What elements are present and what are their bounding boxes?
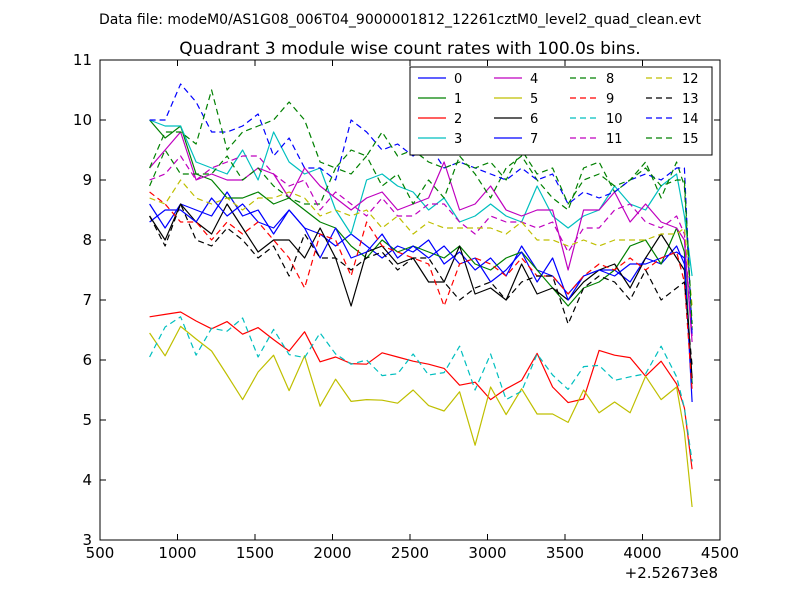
chart-title: Quadrant 3 module wise count rates with … [179,39,640,59]
y-tick-label: 7 [82,291,92,309]
legend-label-15: 15 [682,132,699,147]
x-tick-label: 2500 [391,544,429,562]
series-line-2 [149,311,693,470]
x-axis: 500 1000 1500 2000 2500 3000 3500 4000 4500 [86,60,739,562]
y-tick-label: 3 [82,531,92,549]
series-layer [149,83,693,508]
suptitle: Data file: modeM0/AS1G08_006T04_90000018… [99,12,701,28]
legend-label-14: 14 [682,112,699,127]
legend-box [409,66,713,156]
series-line-8 [149,149,693,331]
legend-label-10: 10 [606,112,623,127]
x-tick-label: 1500 [236,544,274,562]
x-tick-label: 1000 [158,544,196,562]
y-tick-label: 8 [82,231,92,249]
y-tick-label: 11 [73,51,92,69]
series-line-11 [149,155,693,337]
legend-label-11: 11 [606,132,623,147]
series-line-12 [149,179,693,307]
legend-label-5: 5 [530,92,538,107]
y-tick-label: 10 [73,111,92,129]
legend-label-7: 7 [530,132,538,147]
x-tick-label: 3000 [468,544,506,562]
legend-label-3: 3 [454,132,462,147]
legend-label-0: 0 [454,72,462,87]
legend-label-4: 4 [530,72,538,87]
x-offset-label: +2.52673e8 [625,564,718,582]
series-line-13 [149,203,693,367]
y-tick-label: 5 [82,411,92,429]
series-line-7 [149,197,693,403]
series-line-15 [149,89,693,325]
series-line-10 [149,316,693,462]
legend-label-2: 2 [454,112,462,127]
x-tick-label: 4500 [701,544,739,562]
y-tick-label: 6 [82,351,92,369]
x-tick-label: 3500 [546,544,584,562]
series-line-6 [149,203,693,379]
y-tick-label: 9 [82,171,92,189]
legend-label-12: 12 [682,72,699,87]
legend-label-6: 6 [530,112,538,127]
y-tick-label: 4 [82,471,92,489]
series-line-9 [149,191,693,391]
legend-label-13: 13 [682,92,699,107]
x-tick-label: 500 [86,544,115,562]
legend-label-9: 9 [606,92,614,107]
x-tick-label: 2000 [313,544,351,562]
legend-label-1: 1 [454,92,462,107]
series-line-5 [149,325,693,508]
x-tick-label: 4000 [623,544,661,562]
legend-label-8: 8 [606,72,614,87]
